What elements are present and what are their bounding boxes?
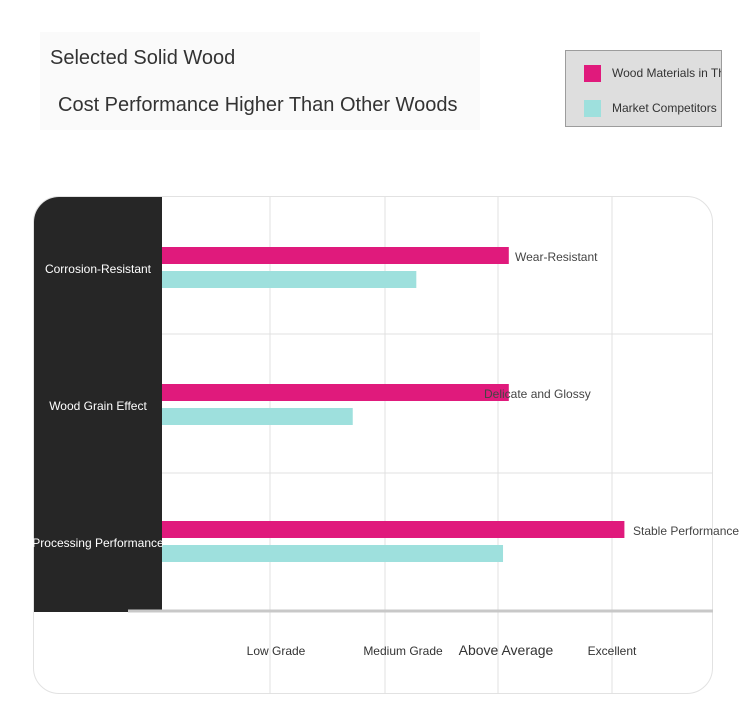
bar-wood-materials-1 <box>162 247 509 264</box>
category-label-panel <box>34 197 162 612</box>
bar-annotation-label: Delicate and Glossy <box>484 387 591 401</box>
x-tick-label: Above Average <box>459 642 554 658</box>
chart-subtitle: Cost Performance Higher Than Other Woods <box>58 94 458 116</box>
legend-label-market-competitors: Market Competitors <box>612 101 717 115</box>
legend-swatch-market-competitors <box>584 100 601 117</box>
bar-market-competitors-2 <box>162 408 353 425</box>
category-label: Wood Grain Effect <box>49 399 147 413</box>
bar-market-competitors-3 <box>162 545 504 562</box>
x-tick-label: Medium Grade <box>363 644 443 658</box>
legend-swatch-wood-materials <box>584 65 601 82</box>
category-label: Corrosion-Resistant <box>45 262 152 276</box>
bar-market-competitors-1 <box>162 271 417 288</box>
bar-annotation-label: Stable Performance <box>633 524 739 538</box>
bar-wood-materials-2 <box>162 384 509 401</box>
bar-annotation-label: Wear-Resistant <box>515 250 598 264</box>
legend: Wood Materials in This Se Market Competi… <box>565 50 722 127</box>
category-label: Processing Performance <box>32 536 164 550</box>
legend-label-wood-materials: Wood Materials in This Se <box>612 66 721 80</box>
bar-wood-materials-3 <box>162 521 625 538</box>
title-box <box>40 32 480 130</box>
x-tick-label: Low Grade <box>247 644 306 658</box>
chart-title: Selected Solid Wood <box>50 47 236 69</box>
x-tick-label: Excellent <box>588 644 637 658</box>
